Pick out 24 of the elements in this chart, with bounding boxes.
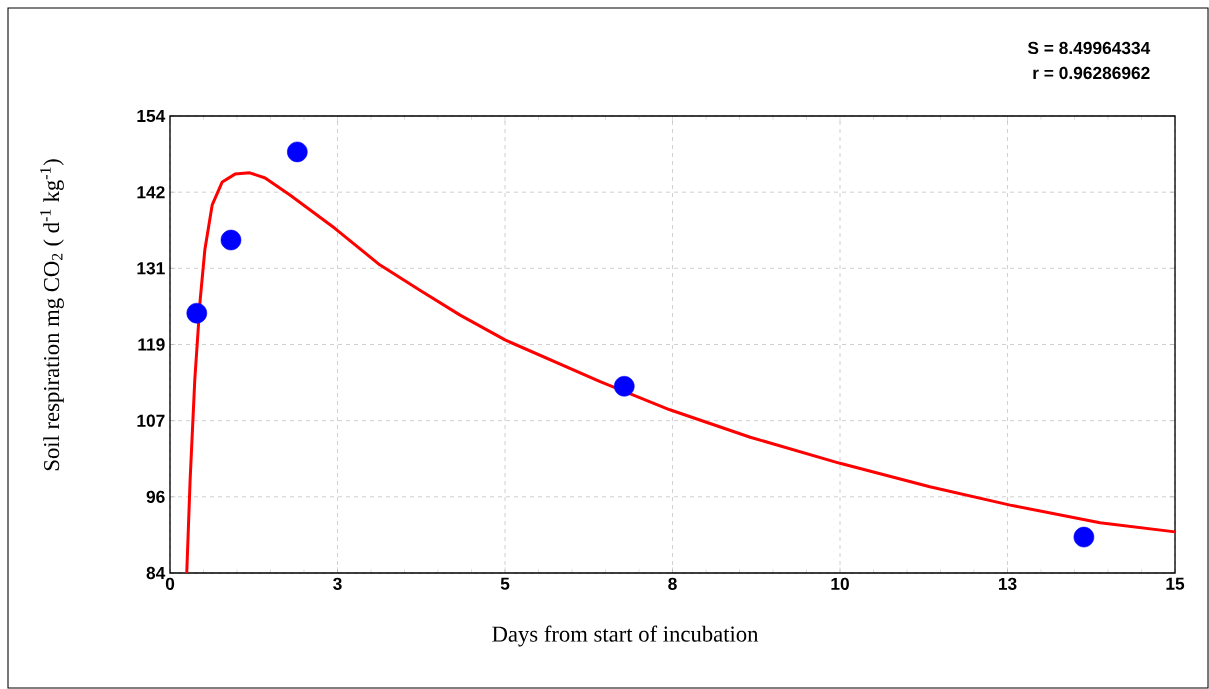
x-tick-label: 10 (831, 577, 849, 590)
text: S = 8.49964334 (1027, 41, 1151, 55)
x-tick-label: 0 (165, 577, 175, 590)
x-tick-label: 3 (333, 577, 342, 590)
point (287, 141, 308, 163)
y-tick-label: 84 (146, 566, 166, 580)
y-axis-title: Soil respiration mg CO$_{2}$ ( d$^{-1}$ kg$^{-1}$) (40, 159, 64, 471)
point (614, 376, 635, 397)
y-tick-label: 142 (137, 186, 165, 199)
x-tick-label: 8 (668, 577, 677, 590)
y-tick-label: 96 (146, 490, 165, 503)
y-tick-label: 119 (138, 338, 165, 351)
y-tick-label: 131 (137, 262, 165, 275)
x-tick-label: 5 (500, 577, 510, 590)
point (186, 302, 208, 324)
y-tick-label: 154 (137, 109, 166, 123)
x-axis-title: Days from start of incubation (492, 625, 759, 647)
point (220, 229, 242, 251)
x-tick-label: 15 (1166, 577, 1185, 590)
point (1073, 526, 1095, 548)
y-tick-label: 107 (137, 414, 165, 427)
text: r = 0.96286962 (1033, 66, 1150, 80)
x-tick-label: 13 (998, 577, 1017, 590)
line-series (185, 171, 1177, 575)
